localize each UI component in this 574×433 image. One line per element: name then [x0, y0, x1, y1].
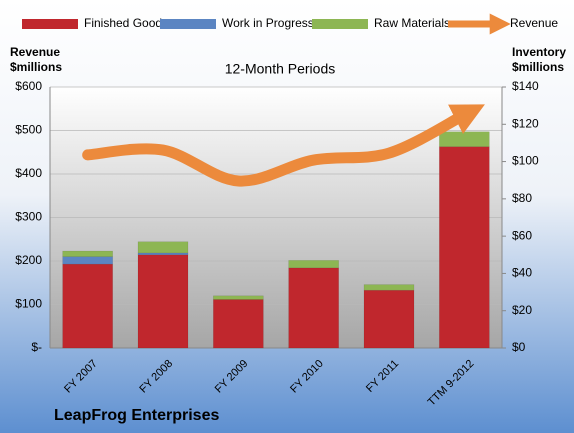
- y-axis-label: Revenue $millions: [10, 45, 63, 74]
- y-tick-label: $400: [15, 166, 42, 180]
- bar-segment: [62, 256, 113, 265]
- y2-tick-label: $0: [512, 340, 526, 354]
- bar-segment: [213, 299, 264, 349]
- legend-label: Work in Progress: [222, 16, 314, 30]
- footer: LeapFrog Enterprises: [54, 407, 219, 424]
- bar-segment: [363, 289, 415, 349]
- y-tick-label: $-: [31, 340, 42, 354]
- y2-tick-label: $140: [512, 79, 539, 93]
- legend-label: Raw Materials: [374, 16, 450, 30]
- bar-segment: [288, 260, 339, 269]
- chart-title: 12-Month Periods: [225, 61, 336, 77]
- legend-swatch: [22, 19, 78, 29]
- y2-tick-label: $20: [512, 303, 532, 317]
- bar-segment: [288, 267, 339, 349]
- y2-tick-label: $120: [512, 116, 539, 130]
- bar-segment: [62, 263, 113, 349]
- y2-tick-label: $60: [512, 228, 532, 242]
- bar-segment: [213, 295, 264, 300]
- legend-swatch: [160, 19, 216, 29]
- bar-segment: [363, 284, 415, 291]
- y2-tick-label: $100: [512, 154, 539, 168]
- legend-label: Finished Goods: [84, 16, 168, 30]
- revenue-line: [82, 104, 485, 187]
- y2-tick-label: $40: [512, 266, 532, 280]
- y-tick-label: $100: [15, 297, 42, 311]
- bar-segment: [137, 241, 189, 254]
- bar-segment: [439, 131, 490, 147]
- legend-label: Revenue: [510, 16, 558, 30]
- bar-segment: [137, 254, 189, 349]
- bar-segment: [62, 250, 113, 257]
- y-tick-label: $200: [15, 253, 42, 267]
- y-tick-label: $500: [15, 123, 42, 137]
- y2-tick-label: $80: [512, 191, 532, 205]
- legend-swatch: [312, 19, 368, 29]
- y2-axis-label: Inventory $millions: [512, 45, 567, 74]
- y-tick-label: $600: [15, 79, 42, 93]
- bar-segment: [439, 146, 490, 349]
- bar-segment: [137, 252, 189, 256]
- y-tick-label: $300: [15, 210, 42, 224]
